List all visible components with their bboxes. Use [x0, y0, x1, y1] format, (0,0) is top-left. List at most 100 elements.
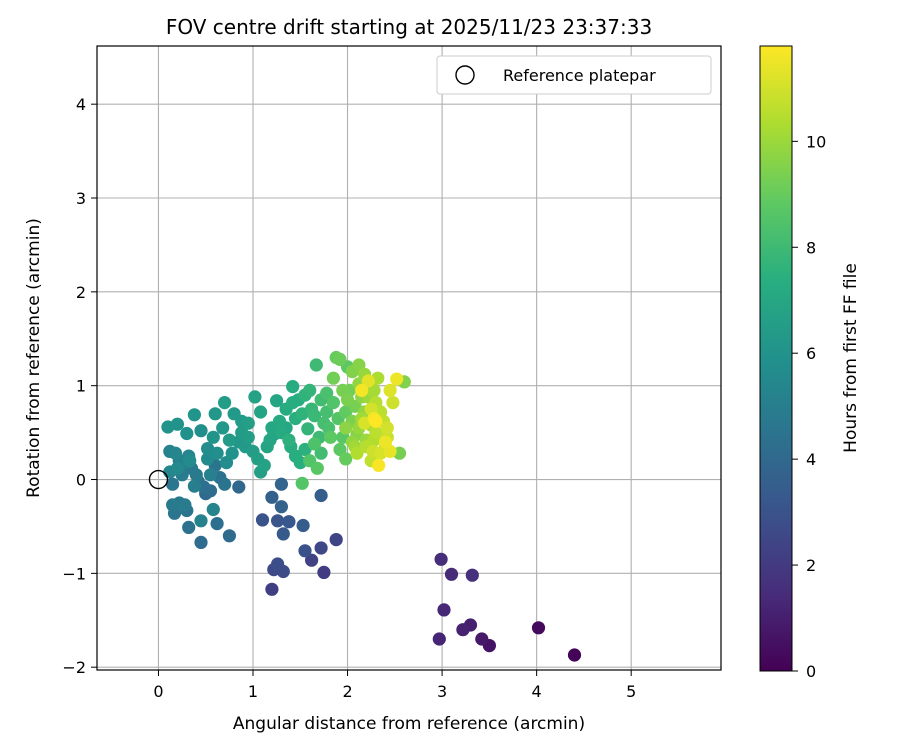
- data-point: [329, 533, 343, 547]
- data-point: [241, 430, 255, 444]
- data-point: [465, 568, 479, 582]
- data-point: [475, 632, 489, 646]
- colorbar-tick-label: 4: [806, 450, 816, 469]
- data-point: [434, 552, 448, 566]
- data-point: [310, 461, 324, 475]
- data-point: [282, 515, 296, 529]
- data-point: [303, 383, 317, 397]
- data-point: [248, 390, 262, 404]
- data-point: [225, 446, 239, 460]
- data-point: [272, 414, 287, 428]
- colorbar-gradient: [759, 45, 793, 672]
- data-point: [270, 394, 284, 408]
- colorbar-label: Hours from first FF file: [841, 263, 861, 453]
- x-axis-ticks: 0 1 2 3 4 5: [153, 670, 636, 701]
- data-point: [182, 520, 196, 535]
- data-point: [274, 500, 288, 514]
- data-point: [189, 468, 203, 482]
- data-point: [437, 603, 451, 617]
- data-point: [180, 426, 194, 441]
- data-point: [210, 446, 224, 460]
- plot-frame: [96, 45, 722, 671]
- data-point: [170, 417, 184, 431]
- data-points: [148, 350, 582, 662]
- data-point: [265, 582, 279, 596]
- y-tick-label: 1: [76, 377, 86, 396]
- y-axis-ticks: −2 −1 0 1 2 3 4: [62, 95, 97, 677]
- data-point: [187, 479, 201, 493]
- data-point: [210, 517, 224, 531]
- data-point: [282, 433, 296, 447]
- data-point: [298, 442, 312, 457]
- y-tick-label: 2: [76, 283, 86, 302]
- data-point: [271, 514, 285, 528]
- data-point: [369, 426, 383, 440]
- data-point: [201, 452, 215, 466]
- data-point: [314, 488, 328, 503]
- y-tick-label: −2: [62, 658, 86, 677]
- x-tick-label: 3: [437, 682, 447, 701]
- data-point: [203, 468, 218, 482]
- data-point: [333, 352, 347, 366]
- data-point: [307, 409, 322, 423]
- data-point: [218, 477, 232, 491]
- data-point: [255, 513, 270, 527]
- colorbar: 0 2 4 6 8 10 Hours from first FF file: [759, 45, 861, 681]
- y-tick-label: 3: [76, 189, 86, 208]
- data-point: [166, 477, 180, 491]
- data-point: [274, 477, 288, 491]
- data-point: [307, 437, 322, 451]
- legend-reference-marker: [455, 65, 475, 85]
- data-point: [241, 416, 255, 430]
- x-tick-label: 4: [532, 682, 542, 701]
- data-point: [339, 452, 353, 466]
- data-point: [372, 458, 386, 472]
- legend-entry-reference: Reference platepar: [503, 66, 656, 85]
- data-point: [206, 502, 220, 517]
- data-point: [254, 405, 268, 419]
- reference-platepar-marker: [148, 469, 169, 490]
- data-point: [286, 380, 300, 394]
- data-point: [567, 648, 582, 662]
- data-point: [222, 433, 236, 447]
- colorbar-tick-label: 0: [806, 662, 816, 681]
- colorbar-tick-label: 6: [806, 344, 816, 363]
- x-tick-label: 0: [153, 682, 163, 701]
- data-point: [386, 396, 400, 410]
- data-point: [323, 430, 338, 444]
- data-point: [206, 430, 220, 444]
- data-point: [369, 414, 383, 428]
- x-axis-label: Angular distance from reference (arcmin): [233, 714, 585, 734]
- data-point: [170, 461, 184, 475]
- data-point: [432, 632, 446, 646]
- colorbar-tick-label: 8: [806, 238, 816, 257]
- y-axis-label: Rotation from reference (arcmin): [24, 218, 44, 498]
- legend: Reference platepar: [436, 55, 712, 95]
- data-point: [317, 565, 331, 580]
- data-point: [232, 480, 246, 494]
- data-point: [295, 476, 309, 490]
- colorbar-tick-label: 2: [806, 556, 816, 575]
- data-point: [296, 518, 310, 533]
- y-tick-label: 4: [76, 95, 86, 114]
- data-point: [194, 535, 208, 550]
- data-point: [265, 490, 279, 504]
- data-point: [168, 446, 183, 460]
- data-point: [166, 498, 180, 512]
- data-point: [286, 396, 300, 410]
- y-tick-label: 0: [76, 471, 86, 490]
- data-point: [218, 396, 232, 410]
- data-point: [390, 372, 404, 386]
- grid-lines: [97, 46, 721, 670]
- data-point: [208, 407, 222, 421]
- data-point: [456, 623, 470, 637]
- data-point: [350, 446, 364, 460]
- data-point: [298, 544, 312, 558]
- data-point: [320, 386, 334, 400]
- data-point: [320, 405, 334, 419]
- data-point: [314, 541, 328, 555]
- data-point: [257, 458, 271, 472]
- colorbar-tick-label: 10: [806, 132, 826, 151]
- data-point: [383, 383, 397, 397]
